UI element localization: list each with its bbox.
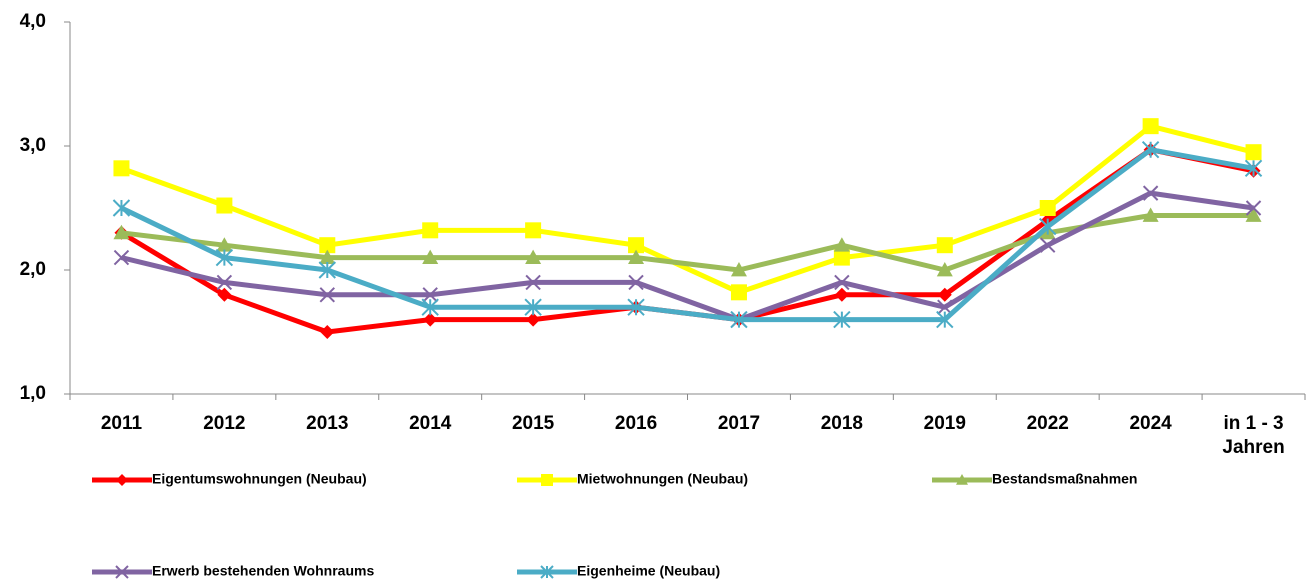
marker (422, 222, 439, 239)
marker (937, 299, 953, 315)
legend-marker (541, 474, 553, 486)
marker (525, 222, 542, 239)
marker (1141, 141, 1160, 159)
legend-marker (116, 474, 128, 486)
marker (113, 224, 130, 240)
legend-label: Bestandsmaßnahmen (992, 471, 1137, 487)
marker (1039, 217, 1057, 236)
marker (421, 298, 439, 316)
series-line (121, 212, 1254, 273)
marker (1039, 200, 1056, 216)
marker (423, 312, 438, 327)
marker (320, 325, 335, 339)
marker (112, 199, 131, 217)
marker (318, 261, 336, 279)
marker (216, 274, 233, 291)
series-line (120, 123, 1255, 295)
marker (217, 287, 232, 302)
marker (936, 237, 953, 254)
marker (1142, 207, 1159, 222)
marker (730, 310, 748, 329)
marker (833, 237, 850, 252)
y-tick-label: 2,0 (20, 259, 46, 280)
legend-label: Eigentumswohnungen (Neubau) (152, 471, 367, 487)
marker (1245, 200, 1262, 216)
marker (113, 160, 130, 177)
marker (1245, 207, 1262, 222)
marker (525, 249, 542, 264)
x-tick-label: 2019 (923, 413, 966, 434)
x-tick-label: 2014 (409, 413, 452, 434)
marker (319, 249, 336, 264)
x-tick-label: in 1 - 3 Jahren (1222, 413, 1285, 458)
y-tick-label: 4,0 (20, 11, 46, 32)
marker (216, 197, 233, 214)
marker (628, 237, 645, 254)
marker (319, 237, 336, 254)
series-line (120, 190, 1254, 323)
y-tick-label: 3,0 (20, 135, 46, 156)
marker (422, 249, 439, 264)
legend-label: Eigenheime (Neubau) (577, 563, 720, 579)
x-tick-label: 2011 (100, 413, 143, 434)
marker (524, 298, 542, 316)
y-tick-label: 1,0 (20, 383, 46, 404)
marker (936, 310, 954, 329)
x-tick-label: 2024 (1129, 413, 1172, 434)
legend-label: Mietwohnungen (Neubau) (577, 471, 748, 487)
x-tick-label: 2016 (614, 413, 658, 434)
legend-marker (956, 474, 968, 485)
x-tick-label: 2022 (1026, 413, 1069, 434)
x-tick-label: 2018 (820, 413, 864, 434)
marker (525, 274, 541, 291)
marker (1244, 159, 1263, 178)
marker (216, 237, 233, 252)
x-tick-label: 2013 (306, 413, 349, 434)
marker (628, 249, 645, 264)
marker (1142, 118, 1159, 135)
marker (730, 284, 747, 301)
marker (833, 310, 851, 329)
legend-label: Erwerb bestehenden Wohnraums (152, 563, 374, 579)
marker (730, 262, 747, 277)
series-line (120, 147, 1254, 323)
marker (422, 287, 438, 303)
marker (834, 274, 850, 291)
legend-marker (115, 565, 129, 579)
marker (833, 249, 850, 266)
marker (834, 287, 849, 302)
marker (627, 298, 645, 316)
marker (526, 312, 541, 327)
marker (1142, 185, 1159, 201)
marker (936, 262, 953, 277)
marker (1245, 144, 1262, 161)
marker (628, 274, 644, 291)
marker (1040, 237, 1056, 253)
marker (937, 287, 952, 302)
legend-marker (540, 565, 554, 579)
marker (113, 249, 130, 266)
x-tick-label: 2015 (511, 413, 555, 434)
marker (215, 248, 234, 267)
x-tick-label: 2017 (717, 413, 761, 434)
marker (319, 287, 335, 303)
x-tick-label: 2012 (203, 413, 246, 434)
